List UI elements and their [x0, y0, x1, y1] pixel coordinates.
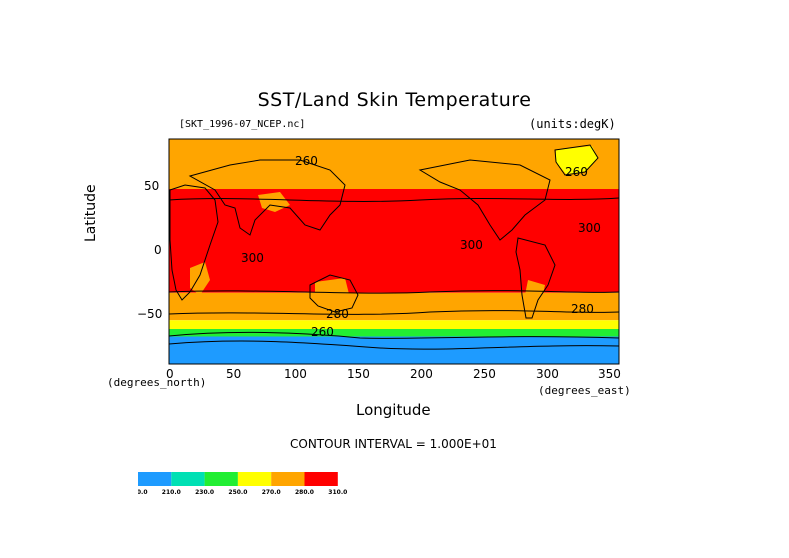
colorbar: 180.0 210.0 230.0 250.0 270.0 280.0 310.0 [138, 472, 347, 496]
isotherm-line [169, 310, 619, 315]
chart-title: SST/Land Skin Temperature [257, 89, 532, 111]
contour-label: 260 [311, 325, 334, 339]
y-tick-label: 0 [154, 243, 162, 257]
y-tick-label: 50 [144, 179, 160, 193]
north-america-outline [418, 159, 551, 241]
africa-outline [169, 184, 219, 301]
eurasia-outline [188, 159, 346, 236]
x-units-left: (degrees_north) [107, 376, 207, 389]
colorbar-tick-label: 270.0 [262, 489, 281, 496]
temperature-zone [169, 189, 619, 293]
contour-label: 260 [565, 165, 588, 179]
colorbar-swatch [171, 472, 205, 486]
temperature-zone [169, 139, 619, 189]
colorbar-tick-label: 210.0 [162, 489, 181, 496]
x-tick-label: 100 [284, 367, 307, 381]
x-tick-label: 0 [166, 367, 174, 381]
south-america-outline [515, 237, 556, 319]
temperature-zone [169, 320, 619, 329]
colorbar-swatch [204, 472, 238, 486]
land-outlines [169, 144, 619, 350]
contour-label: 260 [295, 154, 318, 168]
greenland-cold-patch [556, 146, 598, 174]
australia-outline [309, 274, 359, 313]
plot-frame [168, 138, 620, 365]
y-tick-label: −50 [137, 307, 163, 321]
colorbar-tick-label: 280.0 [295, 489, 314, 496]
colorbar-swatch [237, 472, 272, 486]
x-units-right: (degrees_east) [538, 384, 631, 397]
x-tick-label: 350 [598, 367, 621, 381]
land-temperature-patch [524, 280, 545, 318]
x-tick-label: 250 [473, 367, 496, 381]
colorbar-swatch [138, 472, 172, 486]
units-label: (units:degK) [529, 117, 616, 131]
contour-label: 300 [241, 251, 264, 265]
x-tick-label: 300 [536, 367, 559, 381]
contour-label: 300 [578, 221, 601, 235]
isotherm-line [169, 290, 619, 294]
x-axis-label: Longitude [356, 401, 431, 419]
contour-label: 300 [460, 238, 483, 252]
x-tick-label: 50 [226, 367, 242, 381]
contour-label: 280 [571, 302, 594, 316]
land-temperature-patch [190, 262, 210, 295]
colorbar-tick-label: 180.0 [138, 489, 147, 496]
temperature-zone [169, 329, 619, 337]
colorbar-tick-label: 230.0 [195, 489, 214, 496]
colorbar-swatch [271, 472, 305, 486]
land-temperature-patch [315, 278, 350, 305]
colorbar-tick-label: 310.0 [328, 489, 347, 496]
greenland-outline [554, 144, 599, 176]
colorbar-tick-label: 250.0 [228, 489, 247, 496]
temperature-zone [169, 292, 619, 321]
isotherm-line [169, 197, 619, 202]
contour-interval: CONTOUR INTERVAL = 1.000E+01 [290, 437, 497, 451]
x-tick-label: 200 [410, 367, 433, 381]
file-label: [SKT_1996-07_NCEP.nc] [179, 119, 306, 130]
x-tick-label: 150 [347, 367, 370, 381]
antarctic-contour [169, 340, 619, 350]
contour-label: 280 [326, 307, 349, 321]
colorbar-swatch [304, 472, 338, 486]
antarctic-cold-patch [190, 340, 300, 353]
antarctic-contour [169, 331, 619, 339]
